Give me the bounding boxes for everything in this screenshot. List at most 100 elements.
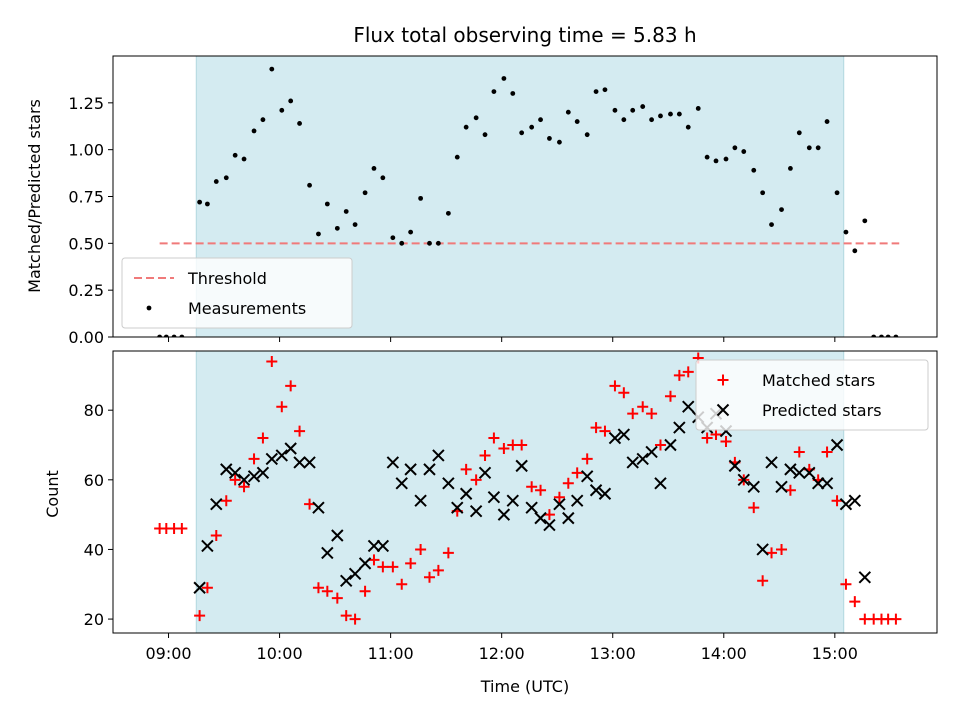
predicted-star-point [303,456,316,469]
measurement-point [529,124,535,130]
matched-star-point [664,390,676,402]
predicted-star-point [515,459,528,473]
measurement-point [435,240,441,246]
legend-matched-swatch [717,374,729,386]
predicted-star-point [275,449,289,462]
x-tick-label: 14:00 [701,644,747,663]
matched-star-point [748,502,760,514]
predicted-star-point [414,494,427,507]
matched-star-point [442,547,454,559]
predicted-star-point [839,497,853,511]
matched-star-point [321,585,333,597]
measurement-point [157,334,163,337]
matched-star-point [701,432,713,444]
predicted-star-point [293,456,306,469]
measurement-point [713,158,719,164]
matched-star-point [793,446,805,458]
measurement-point [685,124,691,130]
predicted-star-point [626,456,639,469]
predicted-star-point [673,421,686,434]
measurement-point [834,190,840,196]
predicted-star-point [247,470,261,483]
matched-star-point [766,547,778,559]
matched-star-point [266,355,278,367]
matched-star-point [220,495,232,507]
matched-star-point [460,463,472,475]
predicted-star-point [201,539,214,553]
y-tick-label: 0.25 [68,281,104,300]
measurement-point [297,121,302,126]
measurement-point [557,139,562,145]
matched-star-point [543,509,555,521]
matched-star-point [840,578,852,590]
matched-star-point [599,425,611,437]
ratio-panel: 0.00 0.25 0.50 0.75 1.00 1.25 Threshold Measure… [68,55,938,347]
predicted-star-point [210,497,223,511]
measurement-point [852,248,858,254]
predicted-star-point [811,477,825,490]
measurement-point [695,106,701,111]
predicted-star-point [256,466,270,480]
matched-star-point [553,491,565,503]
measurement-point [223,175,229,181]
measurement-point [649,117,654,123]
matched-star-point [331,592,343,604]
measurement-point [482,132,488,138]
measurement-point [352,222,358,228]
matched-star-point [387,561,399,573]
matched-star-point [238,481,250,493]
predicted-star-point [598,487,612,500]
measurement-point [565,109,571,115]
measurement-point [473,115,479,121]
y-tick-label: 1.00 [68,141,104,160]
matched-star-point [776,543,788,555]
y-tick-label: 0.50 [68,234,104,253]
matched-star-point [405,557,417,569]
measurement-point [463,124,469,130]
y-tick-label: 40 [84,540,104,559]
predicted-star-point [617,428,631,441]
predicted-star-point [340,574,353,587]
measurement-point [723,156,729,162]
matched-star-point [821,446,833,458]
predicted-star-point [442,477,455,490]
predicted-star-point [747,480,760,493]
predicted-star-point [451,501,464,514]
measurement-point [171,334,177,337]
predicted-star-point [608,431,622,445]
predicted-star-point [553,497,566,511]
measurement-point [751,167,757,173]
measurement-point [454,154,460,160]
predicted-star-point [589,484,603,497]
predicted-star-point [469,504,483,518]
matched-star-point [646,408,658,420]
legend-label: Predicted stars [762,401,882,420]
measurement-point [612,107,618,113]
matched-star-point [415,543,427,555]
predicted-star-point [820,477,834,490]
predicted-star-point [645,445,658,459]
matched-star-point [294,425,306,437]
measurement-point [885,334,891,337]
measurement-point [179,334,185,337]
predicted-star-point [858,571,872,584]
matched-star-point [479,449,491,461]
predicted-star-point [848,494,862,507]
matched-star-point [590,422,602,434]
matched-star-point [349,613,361,625]
measurement-point [241,156,247,162]
measurement-point [232,152,238,158]
predicted-star-point [220,463,233,476]
measurement-point [630,107,636,113]
measurement-point [418,195,424,201]
predicted-star-point [386,456,400,469]
x-tick-label: 12:00 [479,644,525,663]
measurement-point [343,209,349,214]
measurement-point [288,98,294,104]
measurement-point [676,111,682,117]
measurement-point [380,175,386,181]
measurement-point [279,107,285,113]
measurement-point [640,104,646,109]
matched-star-point [488,432,500,444]
